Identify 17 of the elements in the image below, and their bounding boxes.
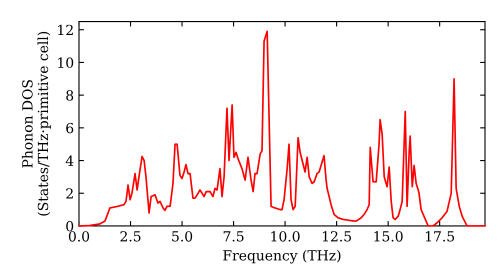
x-tick-label: 7.5: [224, 231, 244, 242]
y-tick-label: 4: [66, 156, 74, 166]
x-axis-title: Frequency (THz): [223, 250, 340, 264]
x-tick-label: 15.0: [374, 231, 403, 242]
x-tick-label: 17.5: [426, 231, 454, 242]
x-tick-label: 10.0: [271, 231, 300, 242]
y-tick-label: 2: [66, 188, 73, 199]
x-tick-label: 0.0: [68, 231, 90, 242]
x-tick-label: 2.5: [120, 231, 140, 242]
x-tick-label: 5.0: [172, 231, 192, 242]
y-axis-title: Phonon DOS (States/THz·primitive cell): [22, 32, 51, 216]
y-tick-label: 10: [58, 57, 74, 68]
y-tick-label: 8: [66, 90, 74, 101]
y-tick-label: 0: [66, 220, 74, 232]
x-tick-label: 12.5: [322, 231, 352, 242]
y-tick-label: 6: [66, 122, 74, 134]
y-tick-label: 12: [58, 24, 73, 36]
